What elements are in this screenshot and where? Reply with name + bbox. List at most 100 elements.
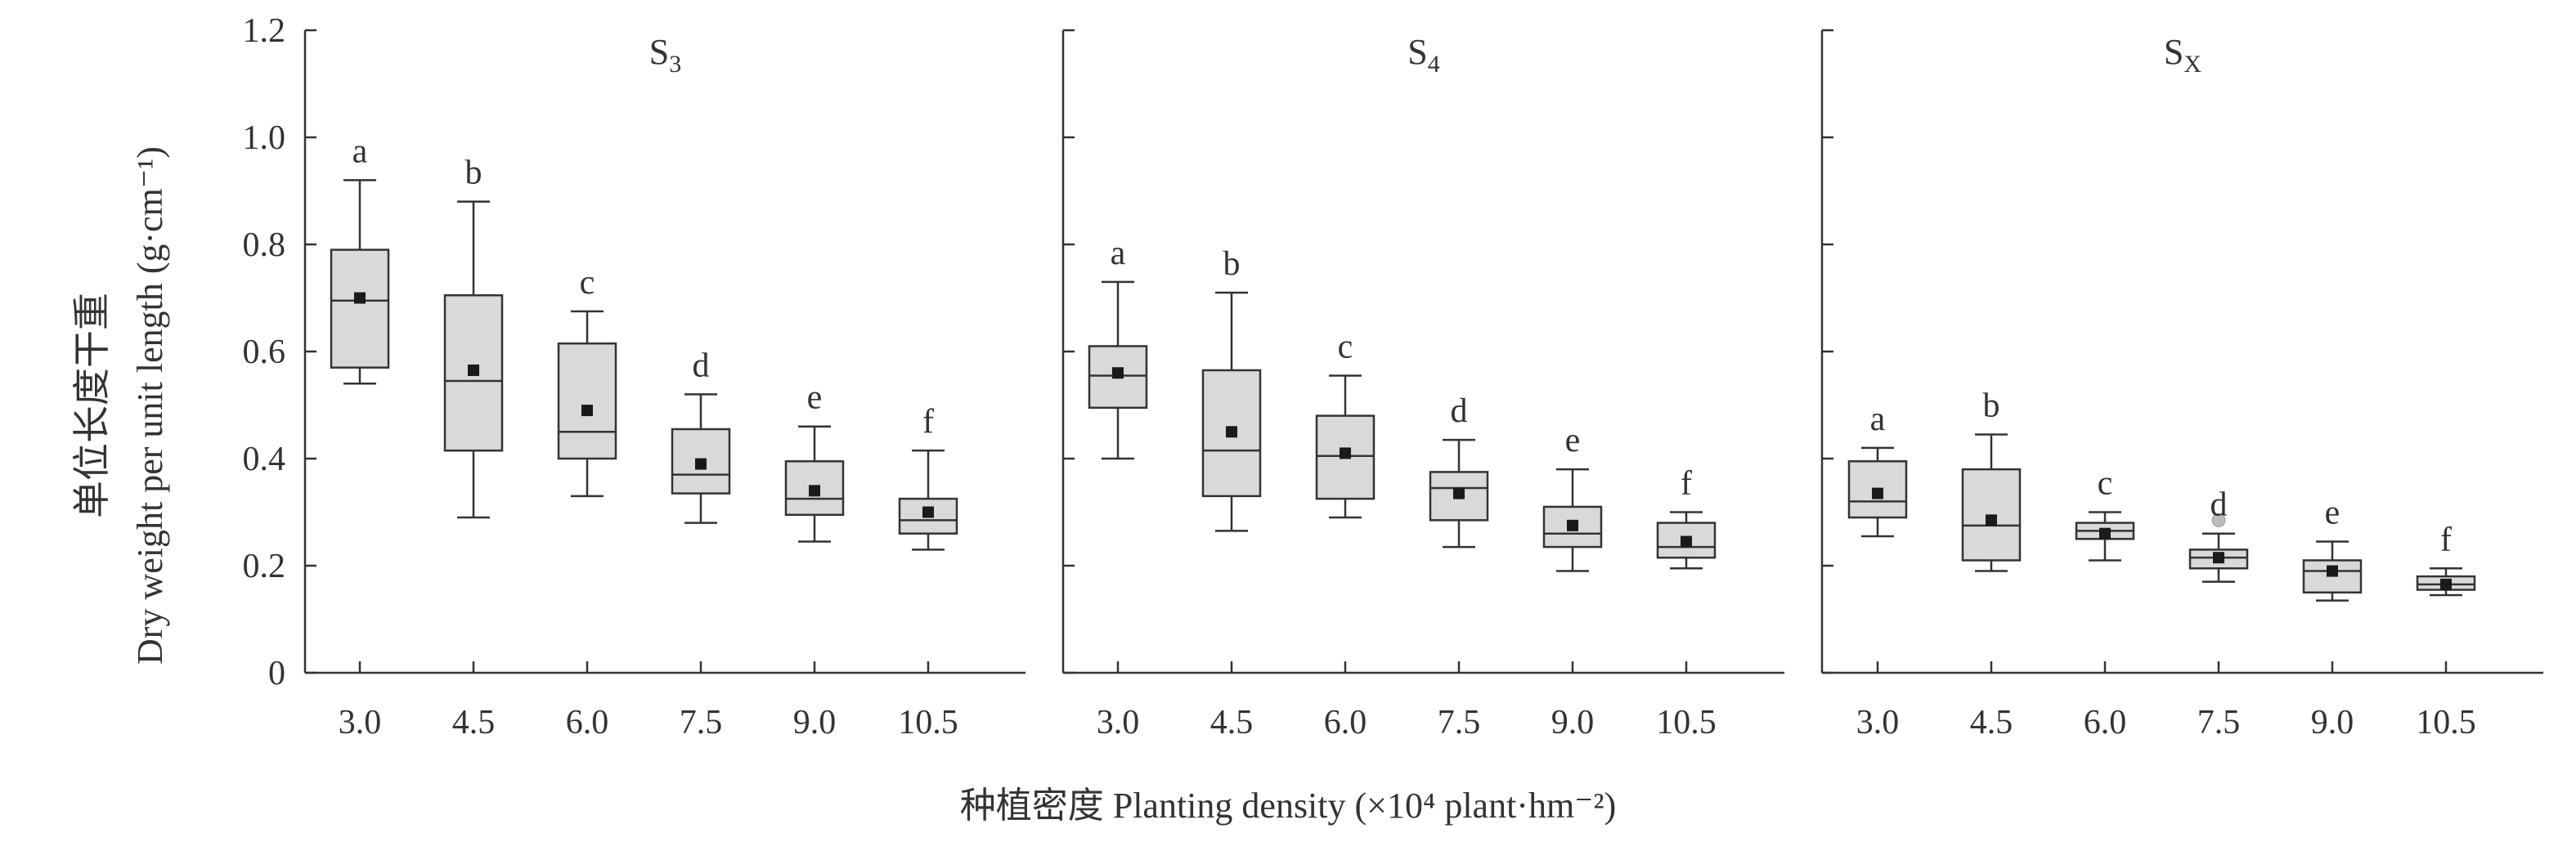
x-axis-label-en: Planting density	[1113, 786, 1346, 826]
box-6.0: c	[2075, 465, 2135, 562]
y-axis-unit: (g·cm⁻¹)	[130, 146, 170, 274]
panel-title-subscript: X	[2183, 51, 2201, 78]
y-tick-label: 0.4	[243, 441, 286, 478]
mean-marker	[1681, 535, 1692, 548]
y-tick-label: 1.2	[243, 12, 286, 50]
iqr-box	[330, 249, 390, 369]
y-tick-label: 1.0	[243, 119, 286, 157]
panels-layer: 00.20.40.60.81.01.23.0 4.5 6.0 7.5 9.0 10.5S3…	[243, 12, 2543, 741]
box-9.0: e	[2302, 495, 2363, 602]
mean-marker	[2327, 565, 2338, 577]
y-tick-label: 0	[268, 655, 285, 692]
x-tick-label: 10.5	[898, 704, 958, 741]
x-axis-label-zh: 种植密度	[960, 786, 1104, 826]
significance-letter: c	[580, 264, 595, 302]
significance-letter: c	[2098, 465, 2113, 503]
significance-letter: d	[2210, 486, 2228, 524]
panel-title-main: S	[1407, 32, 1427, 72]
x-tick-label: 9.0	[793, 704, 837, 741]
mean-marker	[1453, 487, 1465, 499]
box-7.5: d	[1429, 392, 1489, 549]
x-tick-label: 3.0	[339, 704, 382, 741]
significance-letter: d	[693, 347, 710, 384]
box-10.5: f	[2416, 521, 2476, 597]
mean-marker	[1226, 426, 1237, 438]
y-axis-label-zh: 单位长度干重	[71, 293, 113, 518]
x-tick-label: 3.0	[1097, 704, 1140, 741]
outlier-point	[2211, 513, 2226, 527]
panel-title: S4	[1407, 32, 1439, 78]
mean-marker	[2440, 578, 2452, 590]
significance-letter: f	[1681, 465, 1692, 503]
box-3.0: a	[1847, 401, 1908, 538]
panel-title-subscript: 3	[669, 51, 681, 78]
x-axis-label: 种植密度 Planting density (×10⁴ plant·hm⁻²)	[960, 786, 1617, 826]
x-tick-label: 10.5	[1656, 704, 1717, 741]
mean-marker	[468, 364, 479, 376]
box-4.5: b	[1961, 387, 2022, 572]
x-tick-label: 10.5	[2416, 704, 2476, 741]
panel-1: 0 0.2 0.4 0.6 0.8 1.0 1.2 3.0 4.5 6.0 7.5 9.0 10.5 S3…	[243, 12, 1025, 741]
significance-letter: d	[1451, 392, 1468, 430]
x-tick-label: 6.0	[1324, 704, 1367, 741]
panel-2: 3.0 4.5 6.0 7.5 9.0 10.5 S4 a b c d e f	[1061, 29, 1784, 741]
box-9.0: e	[1542, 422, 1603, 572]
significance-letter: e	[2325, 495, 2340, 532]
significance-letter: f	[2440, 521, 2452, 558]
y-axis-label-en: Dry weight per unit length (g·cm⁻¹)	[130, 146, 170, 665]
significance-letter: a	[352, 132, 368, 170]
mean-marker	[695, 458, 707, 470]
panel-title-subscript: 4	[1428, 51, 1440, 78]
significance-letter: a	[1870, 401, 1886, 438]
significance-letter: f	[922, 403, 934, 441]
box-4.5: b	[1201, 245, 1262, 532]
mean-marker	[581, 405, 593, 417]
mean-marker	[2213, 552, 2224, 564]
x-tick-label: 9.0	[1551, 704, 1595, 741]
x-tick-label: 9.0	[2311, 704, 2354, 741]
mean-marker	[1112, 367, 1124, 379]
panel-title-main: S	[649, 32, 669, 72]
mean-marker	[1340, 447, 1351, 459]
significance-letter: a	[1111, 235, 1126, 272]
y-tick-label: 0.2	[243, 548, 286, 585]
x-tick-label: 7.5	[2197, 704, 2241, 741]
significance-letter: b	[1223, 245, 1241, 283]
significance-letter: c	[1338, 328, 1353, 365]
x-tick-label: 7.5	[1438, 704, 1481, 741]
mean-marker	[1567, 519, 1578, 531]
mean-marker	[1872, 487, 1883, 499]
panel-title: SX	[2164, 32, 2201, 78]
box-10.5: f	[898, 403, 958, 551]
significance-letter: e	[807, 379, 823, 417]
x-tick-label: 6.0	[2084, 704, 2127, 741]
mean-marker	[2099, 527, 2111, 540]
x-tick-label: 6.0	[566, 704, 609, 741]
mean-marker	[809, 485, 820, 497]
x-tick-label: 3.0	[1856, 704, 1900, 741]
y-axis-label-en-text: Dry weight per unit length	[130, 283, 170, 665]
box-3.0: a	[330, 132, 390, 385]
iqr-box	[557, 342, 617, 460]
x-tick-label: 4.5	[1970, 704, 2013, 741]
box-3.0: a	[1088, 235, 1148, 460]
y-tick-label: 0.6	[243, 334, 286, 371]
x-tick-label: 7.5	[680, 704, 723, 741]
x-tick-label: 4.5	[452, 704, 496, 741]
box-9.0: e	[784, 379, 845, 543]
iqr-box	[898, 497, 958, 535]
panel-title-main: S	[2164, 32, 2183, 72]
mean-marker	[922, 506, 934, 518]
y-tick-label: 0.8	[243, 226, 286, 264]
x-axis-unit: (×10⁴ plant·hm⁻²)	[1355, 786, 1617, 826]
box-7.5: d	[671, 347, 731, 524]
significance-letter: b	[465, 155, 482, 192]
mean-marker	[1986, 514, 1997, 526]
x-tick-label: 4.5	[1210, 704, 1254, 741]
significance-letter: b	[1983, 387, 2000, 425]
panel-title: S3	[649, 32, 681, 78]
box-4.5: b	[443, 155, 504, 519]
box-6.0: c	[1315, 328, 1376, 519]
